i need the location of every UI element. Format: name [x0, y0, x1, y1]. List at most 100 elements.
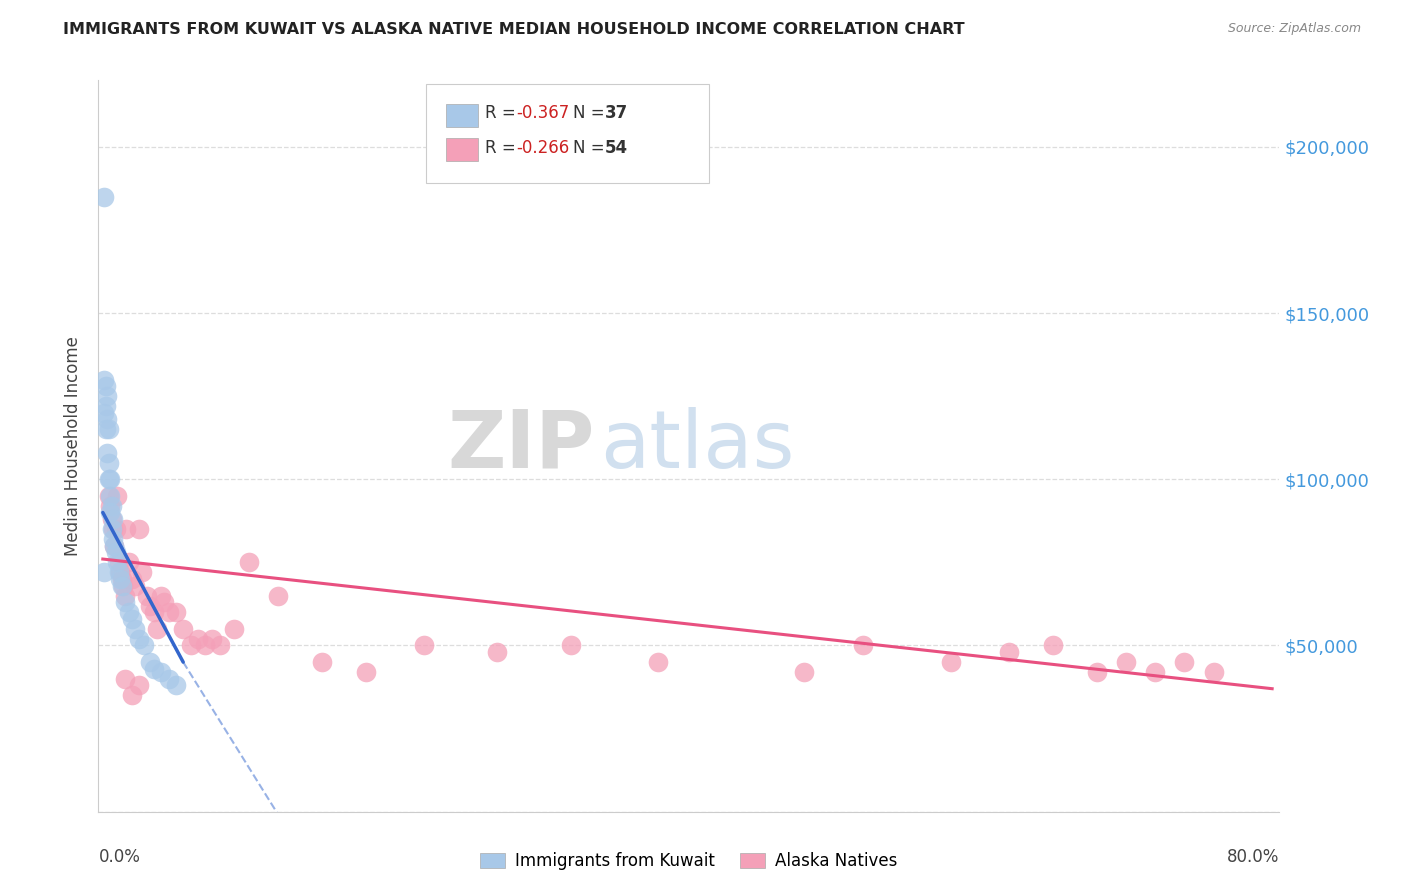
Point	[114, 672, 136, 686]
Point	[96, 389, 118, 403]
Point	[110, 566, 132, 580]
Point	[135, 589, 157, 603]
Point	[118, 605, 141, 619]
Text: Source: ZipAtlas.com: Source: ZipAtlas.com	[1227, 22, 1361, 36]
Legend: Immigrants from Kuwait, Alaska Natives: Immigrants from Kuwait, Alaska Natives	[474, 846, 904, 877]
Text: 0.0%: 0.0%	[98, 848, 141, 866]
Point	[93, 406, 115, 420]
Point	[121, 689, 143, 703]
Point	[1144, 665, 1167, 679]
Text: N =: N =	[574, 138, 610, 157]
Point	[224, 622, 246, 636]
FancyBboxPatch shape	[446, 103, 478, 127]
Point	[98, 506, 121, 520]
Point	[114, 595, 136, 609]
Text: 37: 37	[605, 104, 628, 122]
Point	[93, 372, 115, 386]
Point	[208, 639, 231, 653]
Point	[108, 555, 131, 569]
Point	[97, 489, 120, 503]
Point	[131, 566, 153, 580]
Point	[1173, 655, 1195, 669]
Point	[124, 579, 146, 593]
Point	[138, 655, 160, 669]
Point	[146, 622, 169, 636]
Point	[108, 566, 131, 580]
Point	[112, 579, 135, 593]
Point	[150, 589, 173, 603]
Point	[143, 662, 166, 676]
Point	[165, 678, 187, 692]
Point	[94, 399, 117, 413]
Point	[121, 572, 143, 586]
Point	[100, 499, 122, 513]
Point	[104, 522, 127, 536]
Point	[110, 572, 132, 586]
Point	[98, 472, 121, 486]
Point	[94, 379, 117, 393]
Point	[172, 622, 194, 636]
Point	[238, 555, 260, 569]
Text: ZIP: ZIP	[447, 407, 595, 485]
Point	[413, 639, 436, 653]
Point	[97, 472, 120, 486]
Point	[267, 589, 290, 603]
Point	[97, 456, 120, 470]
Point	[101, 512, 124, 526]
Point	[201, 632, 224, 646]
Point	[157, 672, 180, 686]
Point	[1115, 655, 1137, 669]
Point	[157, 605, 180, 619]
Text: 54: 54	[605, 138, 628, 157]
Point	[1042, 639, 1064, 653]
Point	[354, 665, 377, 679]
Point	[143, 605, 166, 619]
Point	[153, 595, 176, 609]
Point	[96, 412, 118, 426]
Point	[121, 612, 143, 626]
Point	[100, 512, 122, 526]
FancyBboxPatch shape	[446, 138, 478, 161]
Point	[107, 555, 129, 569]
Point	[187, 632, 209, 646]
Text: N =: N =	[574, 104, 610, 122]
Text: -0.367: -0.367	[516, 104, 569, 122]
Point	[100, 522, 122, 536]
Text: R =: R =	[485, 104, 520, 122]
Point	[939, 655, 962, 669]
Point	[104, 545, 127, 559]
Point	[194, 639, 217, 653]
Point	[101, 532, 124, 546]
Point	[93, 189, 115, 203]
Point	[98, 489, 121, 503]
Point	[560, 639, 582, 653]
Point	[138, 599, 160, 613]
Point	[103, 539, 125, 553]
Text: atlas: atlas	[600, 407, 794, 485]
Point	[93, 566, 115, 580]
Point	[150, 665, 173, 679]
Point	[486, 645, 509, 659]
Point	[118, 555, 141, 569]
Point	[179, 639, 201, 653]
Y-axis label: Median Household Income: Median Household Income	[65, 336, 83, 556]
Point	[1202, 665, 1225, 679]
Point	[128, 632, 150, 646]
Point	[793, 665, 815, 679]
Point	[111, 572, 134, 586]
Point	[115, 522, 138, 536]
Text: 80.0%: 80.0%	[1227, 848, 1279, 866]
Point	[647, 655, 669, 669]
Point	[128, 522, 150, 536]
Point	[165, 605, 187, 619]
Text: R =: R =	[485, 138, 520, 157]
Point	[96, 445, 118, 459]
Point	[97, 422, 120, 436]
Text: IMMIGRANTS FROM KUWAIT VS ALASKA NATIVE MEDIAN HOUSEHOLD INCOME CORRELATION CHAR: IMMIGRANTS FROM KUWAIT VS ALASKA NATIVE …	[63, 22, 965, 37]
Point	[98, 499, 121, 513]
FancyBboxPatch shape	[426, 84, 709, 183]
Point	[94, 422, 117, 436]
Point	[103, 539, 125, 553]
Point	[132, 639, 155, 653]
Text: -0.266: -0.266	[516, 138, 569, 157]
